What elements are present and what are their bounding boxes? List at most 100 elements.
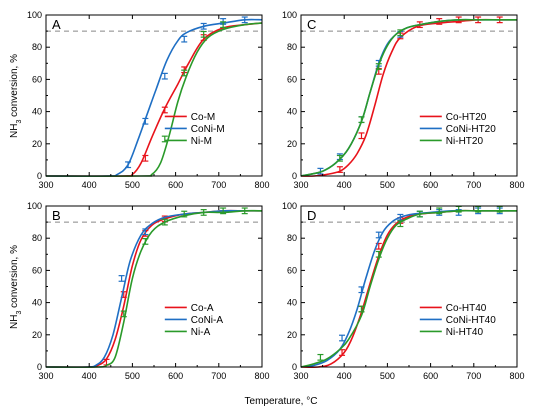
error-bar	[142, 154, 149, 162]
series-line-ni-ht40	[300, 209, 517, 368]
y-tick-label: 20	[32, 330, 42, 340]
panel-label: B	[52, 208, 61, 223]
plot-frame	[300, 205, 518, 368]
y-tick-label: 0	[292, 171, 297, 181]
legend-label: Co-HT40	[446, 303, 487, 314]
error-bar	[161, 106, 168, 114]
x-tick-label: 400	[337, 180, 352, 190]
error-bar	[375, 231, 382, 239]
x-tick-label: 500	[380, 180, 395, 190]
error-bar	[220, 21, 227, 29]
panel-d: 300 400 500 600 700 800 0 20 40 60 80 100 D Co-HT40Co…	[282, 201, 525, 381]
legend-item: Co-M	[164, 112, 215, 123]
error-bar	[339, 334, 346, 342]
legend-label: CoNi-HT20	[446, 124, 496, 135]
x-tick-label: 700	[211, 180, 226, 190]
x-tick-label: 400	[82, 180, 97, 190]
series-line-coni-ht20	[300, 18, 517, 177]
error-bar	[241, 207, 248, 215]
legend-label: Co-M	[191, 112, 215, 123]
error-bar	[317, 353, 324, 361]
y-tick-label: 0	[37, 362, 42, 372]
y-tick-label: 100	[282, 201, 297, 211]
panel-b: 300 400 500 600 700 800 0 20 40 60 80 100 B Co-ACoNi-…	[27, 201, 270, 381]
error-bar	[142, 238, 149, 245]
y-tick-label: 60	[32, 265, 42, 275]
error-bar	[416, 210, 423, 218]
panel-a: 300 400 500 600 700 800 0 20 40 60 80 100 A Co-MCoNi-…	[27, 10, 270, 190]
error-bar	[200, 30, 207, 38]
legend-item: Ni-A	[164, 327, 211, 338]
error-bar	[181, 69, 188, 77]
error-bar	[241, 16, 248, 24]
legend-label: Co-HT20	[446, 112, 487, 123]
y-tick-label: 80	[32, 42, 42, 52]
legend-label: CoNi-M	[191, 124, 225, 135]
y-tick-label: 80	[287, 42, 297, 52]
x-tick-label: 400	[82, 371, 97, 381]
series-line-coni-m	[45, 18, 263, 177]
error-bar	[120, 310, 127, 318]
legend-item: Ni-HT40	[419, 327, 483, 338]
y-tick-label: 20	[287, 139, 297, 149]
error-bar	[336, 154, 343, 162]
y-axis-label-top: NH3 conversion, %	[9, 54, 23, 138]
x-tick-label: 500	[380, 371, 395, 381]
error-bar	[181, 210, 188, 218]
error-bar	[142, 117, 149, 125]
error-bar	[358, 116, 365, 124]
y-tick-label: 40	[32, 107, 42, 117]
y-tick-label: 20	[32, 139, 42, 149]
panel-c: 300 400 500 600 700 800 0 20 40 60 80 100 C Co-HT20Co…	[282, 10, 525, 190]
error-bar	[200, 22, 207, 30]
series-line-ni-ht20	[300, 18, 517, 177]
y-tick-label: 40	[287, 107, 297, 117]
y-axis-label-bottom: NH3 conversion, %	[9, 245, 23, 329]
y-tick-label: 80	[32, 233, 42, 243]
y-tick-label: 0	[37, 171, 42, 181]
x-tick-label: 300	[293, 180, 308, 190]
y-tick-label: 20	[287, 330, 297, 340]
panel-label: A	[52, 17, 61, 32]
x-tick-label: 600	[168, 371, 183, 381]
x-tick-label: 800	[254, 371, 269, 381]
error-bar	[375, 63, 382, 70]
legend-item: Co-A	[164, 303, 214, 314]
x-tick-label: 300	[293, 371, 308, 381]
error-bar	[397, 213, 404, 221]
error-bar	[436, 207, 443, 215]
x-tick-label: 800	[509, 371, 524, 381]
error-bar	[358, 132, 365, 140]
y-tick-label: 40	[287, 298, 297, 308]
x-tick-label: 700	[466, 180, 481, 190]
y-tick-label: 60	[32, 74, 42, 84]
legend-item: CoNi-HT20	[419, 124, 496, 135]
x-tick-label: 600	[168, 180, 183, 190]
y-tick-label: 60	[287, 74, 297, 84]
x-axis-label: Temperature, °C	[245, 396, 318, 407]
error-bar	[358, 305, 365, 313]
series-line-co-ht20	[300, 18, 517, 177]
error-bar	[142, 228, 149, 236]
x-tick-label: 800	[254, 180, 269, 190]
series-line-ni-m	[45, 22, 263, 177]
series-line-coni-a	[45, 209, 262, 368]
legend-label: Ni-HT20	[446, 136, 484, 147]
error-bar	[161, 72, 168, 80]
error-bar	[181, 35, 188, 43]
error-bar	[200, 209, 207, 216]
error-bar	[375, 250, 382, 258]
error-bar	[118, 275, 125, 282]
x-tick-label: 700	[211, 371, 226, 381]
plot-frame	[300, 14, 518, 177]
x-tick-label: 500	[125, 371, 140, 381]
legend-item: Ni-HT20	[419, 136, 484, 147]
legend-item: CoNi-HT40	[419, 315, 496, 326]
legend-item: CoNi-M	[164, 124, 225, 135]
error-bar	[397, 220, 404, 228]
x-tick-label: 300	[38, 180, 53, 190]
y-tick-label: 0	[292, 362, 297, 372]
legend-label: CoNi-A	[191, 315, 224, 326]
panel-label: D	[307, 208, 316, 223]
